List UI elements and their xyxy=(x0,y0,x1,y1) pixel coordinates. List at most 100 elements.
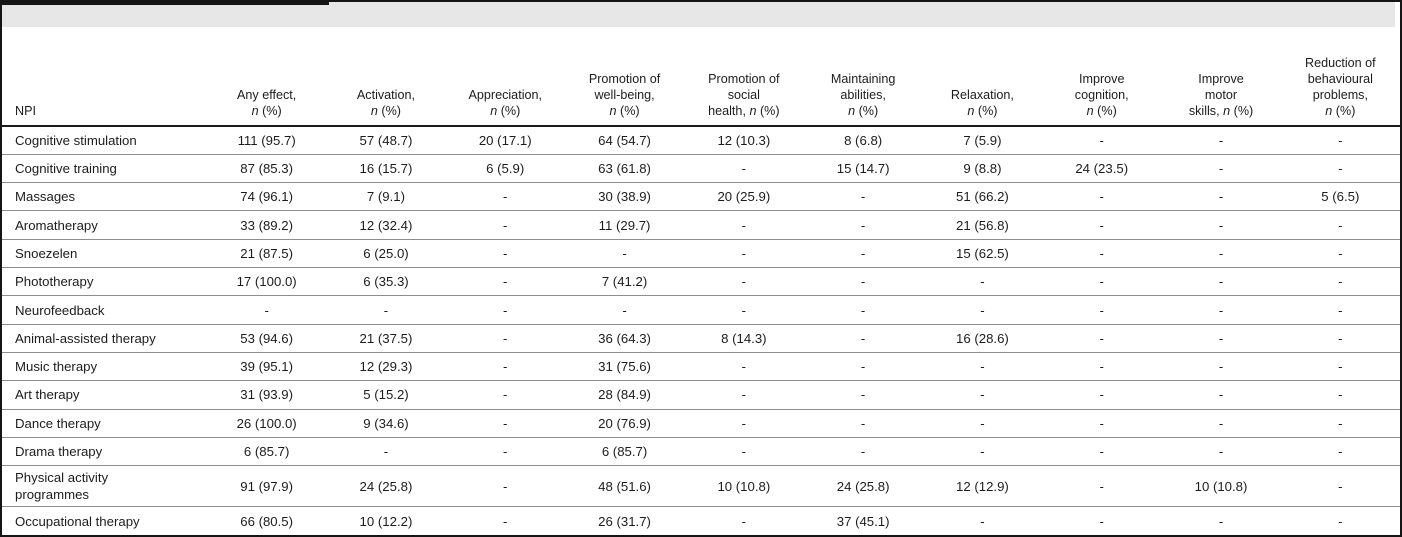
table-row: Animal-assisted therapy 53 (94.6) 21 (37.5… xyxy=(2,324,1400,354)
data-cell: - xyxy=(1161,239,1281,269)
table-row: Cognitive training 87 (85.3) 16 (15.7) 6 (5… xyxy=(2,154,1400,184)
data-cell: - xyxy=(1280,154,1400,184)
data-cell: - xyxy=(1280,380,1400,410)
data-cell: 53 (94.6) xyxy=(207,324,327,354)
data-cell: 12 (10.3) xyxy=(684,126,804,155)
data-cell: - xyxy=(1161,182,1281,212)
table-row: Dance therapy 26 (100.0) 9 (34.6) -20 (76.9… xyxy=(2,409,1400,438)
data-cell: 21 (56.8) xyxy=(922,210,1043,240)
data-cell: 9 (34.6) xyxy=(326,409,446,438)
data-cell: 15 (14.7) xyxy=(803,154,923,184)
data-cell: 5 (6.5) xyxy=(1280,182,1400,212)
data-cell: 10 (10.8) xyxy=(1161,465,1281,508)
column-header-improve-motor-skills: Improve motor skills, n (%) xyxy=(1161,27,1281,127)
data-cell: - xyxy=(445,324,565,354)
data-cell: - xyxy=(1161,380,1281,410)
data-cell: - xyxy=(1161,324,1281,354)
data-cell: 87 (85.3) xyxy=(207,154,327,184)
data-cell: - xyxy=(803,380,923,410)
data-cell: - xyxy=(1161,126,1281,155)
data-cell: 16 (28.6) xyxy=(922,324,1043,354)
data-cell: - xyxy=(684,267,804,297)
data-cell: 24 (25.8) xyxy=(803,465,923,508)
data-cell: 6 (85.7) xyxy=(207,437,327,467)
row-label: Music therapy xyxy=(2,352,207,382)
data-cell: 16 (15.7) xyxy=(326,154,446,184)
data-cell: - xyxy=(922,295,1043,325)
data-cell: 7 (41.2) xyxy=(564,267,685,297)
table-row: Phototherapy 17 (100.0) 6 (35.3) -7 (41.2) -… xyxy=(2,267,1400,297)
data-cell: - xyxy=(741,513,747,529)
row-label: Massages xyxy=(2,182,207,212)
data-cell: - xyxy=(445,182,565,212)
data-cell: - xyxy=(1042,182,1162,212)
data-cell: - xyxy=(445,210,565,240)
data-cell: - xyxy=(684,352,804,382)
data-cell: - xyxy=(1280,267,1400,297)
data-cell: 21 (87.5) xyxy=(207,239,327,269)
data-cell: - xyxy=(684,437,804,467)
data-cell: - xyxy=(803,267,923,297)
data-cell: 48 (51.6) xyxy=(564,465,685,508)
column-header-reduction-of-behavioural-problems: Reduction of behavioural problems, n (%) xyxy=(1280,27,1400,127)
column-header-promotion-of-well-being: Promotion of well-being, n (%) xyxy=(564,27,685,127)
data-cell: 63 (61.8) xyxy=(564,154,685,184)
data-cell: - xyxy=(326,295,446,325)
data-cell: 8 (6.8) xyxy=(803,126,923,155)
data-cell: - xyxy=(445,380,565,410)
data-cell: 26 (100.0) xyxy=(207,409,327,438)
data-cell: 28 (84.9) xyxy=(564,380,685,410)
data-cell: - xyxy=(1161,295,1281,325)
data-cell: - xyxy=(684,239,804,269)
npi-reported-effects-table: NPI Any effect, n (%) Activation, n (%) Appr… xyxy=(2,27,1400,535)
data-cell: 21 (37.5) xyxy=(326,324,446,354)
table-row: Music therapy 39 (95.1) 12 (29.3) -31 (75.6… xyxy=(2,352,1400,382)
data-cell: 20 (25.9) xyxy=(684,182,804,212)
data-cell: - xyxy=(803,324,923,354)
data-cell: - xyxy=(445,267,565,297)
data-cell: - xyxy=(1161,409,1281,438)
data-cell: 11 (29.7) xyxy=(564,210,685,240)
data-cell: - xyxy=(803,295,923,325)
data-cell: 6 (85.7) xyxy=(564,437,685,467)
data-cell: - xyxy=(1042,380,1162,410)
data-cell: - xyxy=(445,437,565,467)
data-cell: - xyxy=(1042,324,1162,354)
table-header-strip xyxy=(2,2,1395,27)
data-cell: - xyxy=(1042,210,1162,240)
data-cell: 39 (95.1) xyxy=(207,352,327,382)
data-cell: - xyxy=(803,437,923,467)
data-cell: - xyxy=(564,239,685,269)
row-label: Phototherapy xyxy=(2,267,207,297)
data-cell: - xyxy=(684,380,804,410)
data-cell: - xyxy=(445,465,565,508)
column-header-maintaining-abilities: Maintaining abilities, n (%) xyxy=(803,27,923,127)
table-head: NPI Any effect, n (%) Activation, n (%) Appr… xyxy=(2,27,1400,127)
data-cell: 24 (23.5) xyxy=(1042,154,1162,184)
data-cell: - xyxy=(1280,295,1400,325)
data-cell: - xyxy=(503,513,508,529)
column-header-any-effect: Any effect, n (%) xyxy=(207,27,327,127)
data-cell: - xyxy=(1161,210,1281,240)
data-cell: 7 (5.9) xyxy=(922,126,1043,155)
data-cell: - xyxy=(1280,210,1400,240)
data-cell: 17 (100.0) xyxy=(207,267,327,297)
data-cell: - xyxy=(326,437,446,467)
data-cell: 64 (54.7) xyxy=(564,126,685,155)
row-label: Cognitive stimulation xyxy=(2,126,207,155)
row-label: Occupational therapy xyxy=(15,513,140,529)
table-row: Physical activity programmes 91 (97.9) 24 … xyxy=(2,465,1400,508)
data-cell: - xyxy=(1099,513,1104,529)
column-header-promotion-of-social-health: Promotion of social health, n (%) xyxy=(684,27,804,127)
table-row: Neurofeedback - - - - - - - - - - xyxy=(2,295,1400,325)
data-cell: - xyxy=(1280,437,1400,467)
table-row: Snoezelen 21 (87.5) 6 (25.0) - - - -15 (62.5) -… xyxy=(2,239,1400,269)
data-cell: - xyxy=(1161,437,1281,467)
data-cell: - xyxy=(1042,465,1162,508)
data-cell: - xyxy=(1042,409,1162,438)
data-cell: - xyxy=(803,352,923,382)
data-cell: 10 (10.8) xyxy=(684,465,804,508)
data-cell: - xyxy=(1280,409,1400,438)
data-cell: - xyxy=(1042,295,1162,325)
